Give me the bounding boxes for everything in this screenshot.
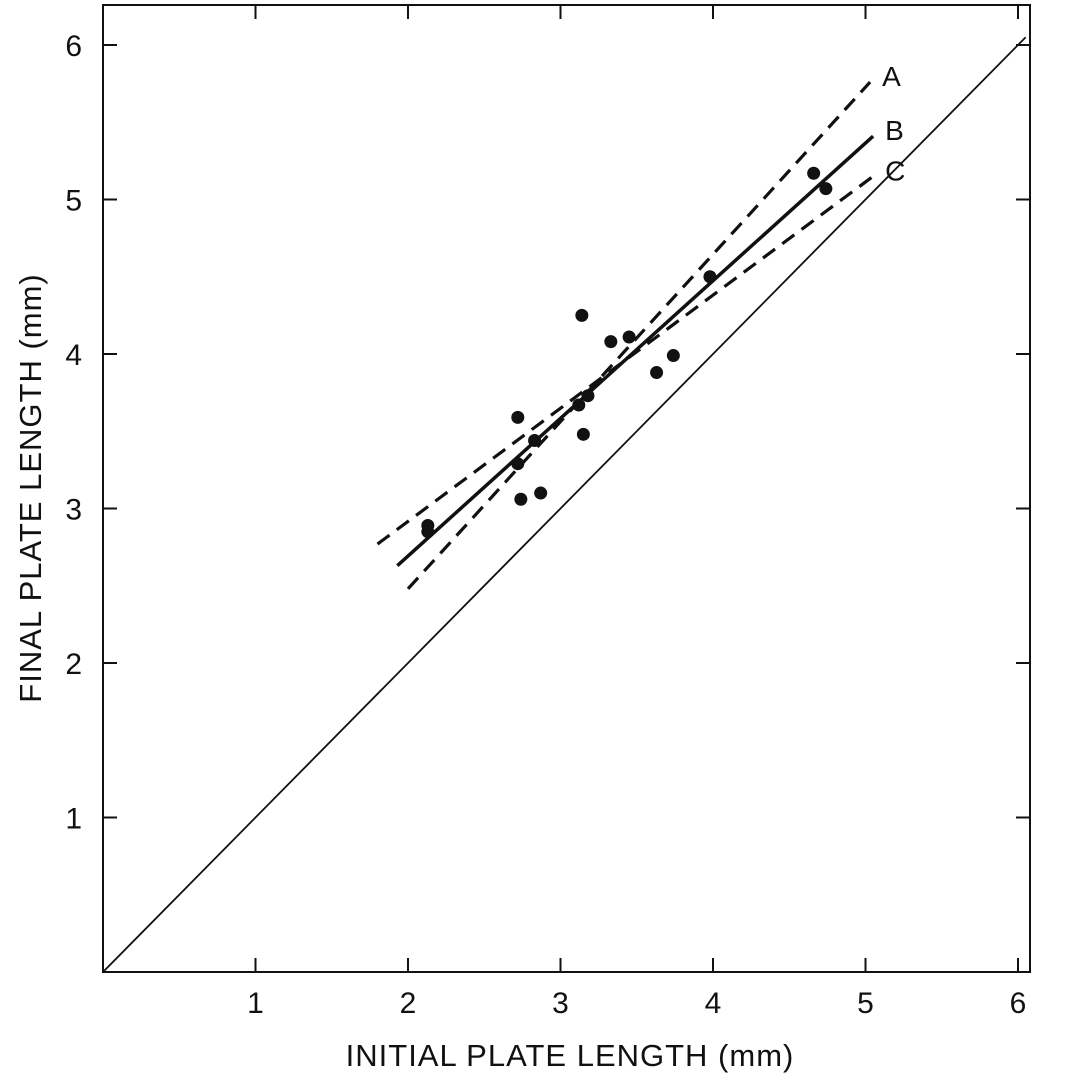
- data-point: [819, 182, 833, 196]
- y-axis-title-group: FINAL PLATE LENGTH (mm): [13, 273, 48, 702]
- data-point: [572, 398, 586, 412]
- data-point: [604, 335, 618, 349]
- data-point: [576, 427, 590, 441]
- data-points: [421, 166, 833, 539]
- plot-frame: [102, 4, 1031, 973]
- line-label-b: B: [885, 115, 904, 146]
- x-tick-label: 6: [1010, 987, 1027, 1020]
- data-point: [807, 166, 821, 180]
- identity-line: [102, 36, 1027, 973]
- ticks: 1 2 3 4 5 6 1 2 3 4 5 6: [65, 5, 1030, 1020]
- y-tick-label: 1: [65, 803, 82, 836]
- data-point: [534, 486, 548, 500]
- reference-lines: [102, 36, 1027, 973]
- x-tick-label: 4: [705, 987, 722, 1020]
- data-point: [703, 270, 717, 284]
- data-point: [581, 389, 595, 403]
- y-tick-label: 5: [65, 185, 82, 218]
- data-point: [650, 366, 664, 380]
- y-tick-label: 6: [65, 30, 82, 63]
- x-tick-label: 5: [857, 987, 874, 1020]
- y-tick-label: 4: [65, 339, 82, 372]
- data-point: [575, 308, 589, 322]
- data-point: [511, 457, 525, 471]
- x-tick-label: 3: [552, 987, 569, 1020]
- y-tick-label: 3: [65, 494, 82, 527]
- data-point: [514, 492, 528, 506]
- line-labels: ABC: [882, 61, 905, 186]
- data-point: [622, 330, 636, 344]
- y-axis-title: FINAL PLATE LENGTH (mm): [13, 273, 48, 702]
- fit-line-c-dashed: [376, 175, 875, 546]
- data-point: [511, 410, 525, 424]
- x-tick-label: 2: [400, 987, 417, 1020]
- data-point: [528, 434, 542, 448]
- line-label-a: A: [882, 61, 901, 92]
- data-point: [666, 349, 680, 363]
- data-point: [421, 525, 435, 539]
- y-tick-label: 2: [65, 648, 82, 681]
- x-tick-label: 1: [247, 987, 264, 1020]
- line-label-c: C: [885, 155, 905, 186]
- x-axis-title: INITIAL PLATE LENGTH (mm): [346, 1038, 795, 1073]
- fit-line-a-dashed: [406, 81, 872, 590]
